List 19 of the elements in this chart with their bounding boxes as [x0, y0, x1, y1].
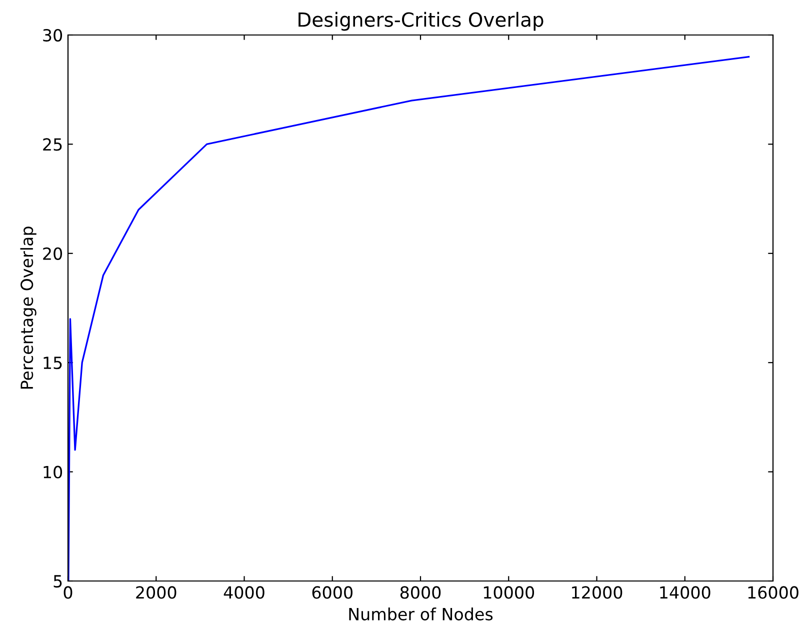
x-tick-label: 10000 — [484, 586, 534, 599]
x-tick-label: 12000 — [572, 586, 622, 599]
line-series — [68, 56, 750, 581]
y-axis-title: Percentage Overlap — [20, 226, 36, 389]
x-tick-label: 4000 — [224, 586, 264, 599]
y-tick-label: 5 — [54, 575, 62, 588]
y-tick-label: 20 — [43, 247, 62, 260]
y-tick-label: 30 — [43, 28, 62, 42]
y-tick-label: 15 — [44, 356, 62, 370]
x-tick-label: 16000 — [748, 586, 798, 599]
x-tick-label: 8000 — [400, 586, 441, 599]
x-tick-label: 14000 — [660, 586, 710, 599]
x-axis-title: Number of Nodes — [349, 608, 493, 620]
x-tick-label: 2000 — [136, 586, 176, 599]
x-tick-label: 6000 — [312, 586, 352, 599]
y-tick-label: 10 — [44, 466, 62, 478]
chart-title: Designers-Critics Overlap — [298, 12, 544, 31]
y-tick-label: 25 — [43, 138, 62, 151]
x-tick-label: 0 — [64, 586, 72, 599]
